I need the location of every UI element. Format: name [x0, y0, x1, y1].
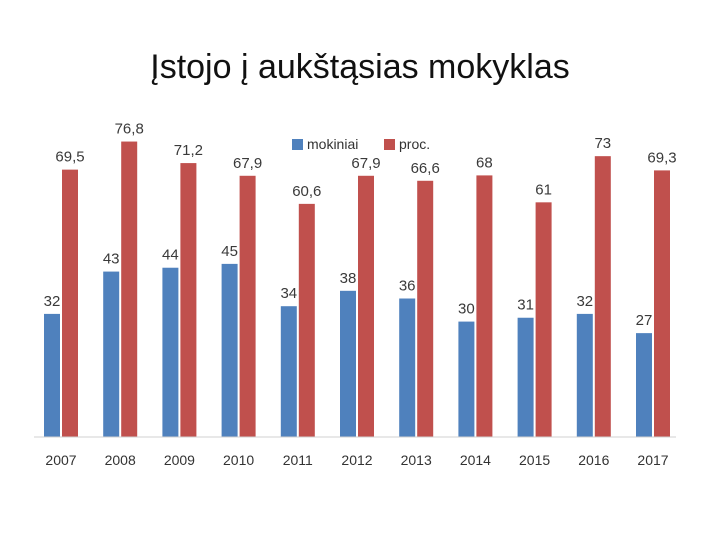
- data-label-proc-2012: 67,9: [351, 155, 380, 172]
- legend-label-mokiniai: mokiniai: [307, 136, 358, 152]
- chart-title: Įstojo į aukštąsias mokyklas: [150, 48, 570, 86]
- bar-proc-2015: [535, 202, 552, 437]
- data-label-proc-2010: 67,9: [233, 155, 262, 172]
- x-axis-ticks: 2007 2008 2009 2010 2011 2012 2013 2014 2015 2016…: [45, 452, 668, 468]
- bar-proc-2011: [298, 203, 315, 437]
- legend: mokiniai proc.: [292, 136, 430, 152]
- bar-mokiniai-2016: [576, 313, 593, 437]
- bar-mokiniai-2013: [399, 298, 416, 437]
- bar-mokiniai-2015: [517, 317, 534, 437]
- bar-proc-2016: [594, 156, 611, 437]
- data-label-proc-2013: 66,6: [411, 160, 440, 177]
- bar-mokiniai-2009: [162, 267, 179, 437]
- bar-proc-2017: [654, 170, 670, 438]
- x-tick-label-2014: 2014: [460, 452, 491, 468]
- data-label-mokiniai-2009: 44: [162, 247, 179, 264]
- data-label-proc-2007: 69,5: [55, 149, 84, 166]
- x-tick-label-2007: 2007: [45, 452, 76, 468]
- data-label-mokiniai-2016: 32: [576, 293, 593, 310]
- data-label-mokiniai-2012: 38: [340, 270, 357, 287]
- data-label-proc-2015: 61: [535, 181, 552, 198]
- data-label-mokiniai-2017: 27: [636, 312, 653, 329]
- data-label-proc-2017: 69,3: [647, 149, 676, 166]
- bar-mokiniai-2007: [44, 313, 60, 437]
- bar-mokiniai-2014: [458, 321, 475, 437]
- data-label-proc-2014: 68: [476, 154, 493, 171]
- data-label-proc-2016: 73: [594, 135, 611, 152]
- bar-proc-2008: [121, 141, 138, 437]
- bar-proc-2010: [239, 175, 256, 437]
- bar-proc-2007: [62, 169, 78, 438]
- bar-mokiniai-2010: [221, 263, 238, 437]
- legend-swatch-mokiniai: [292, 139, 303, 150]
- x-tick-label-2011: 2011: [283, 452, 313, 468]
- x-tick-label-2012: 2012: [341, 452, 372, 468]
- bar-mokiniai-2008: [103, 271, 120, 437]
- x-tick-label-2017: 2017: [637, 452, 668, 468]
- bar-mokiniai-2011: [280, 306, 297, 437]
- legend-swatch-proc: [384, 139, 395, 150]
- x-tick-label-2009: 2009: [164, 452, 195, 468]
- data-label-proc-2008: 76,8: [115, 121, 144, 138]
- bar-proc-2013: [417, 180, 434, 437]
- data-label-mokiniai-2015: 31: [517, 297, 534, 314]
- data-label-mokiniai-2008: 43: [103, 251, 120, 268]
- data-label-proc-2009: 71,2: [174, 142, 203, 159]
- data-label-mokiniai-2010: 45: [221, 243, 238, 260]
- data-label-mokiniai-2013: 36: [399, 278, 416, 295]
- value-labels: 32 69,5 43 76,8 44 71,2 45 67,9 34 60,6 38 67,9 36 66…: [44, 121, 677, 330]
- bar-mokiniai-2017: [636, 333, 652, 437]
- data-label-proc-2011: 60,6: [292, 183, 321, 200]
- data-label-mokiniai-2011: 34: [280, 285, 297, 302]
- bars: [44, 141, 670, 438]
- bar-proc-2009: [180, 163, 197, 437]
- x-tick-label-2010: 2010: [223, 452, 254, 468]
- x-tick-label-2013: 2013: [401, 452, 432, 468]
- x-tick-label-2008: 2008: [105, 452, 136, 468]
- data-label-mokiniai-2007: 32: [44, 293, 61, 310]
- bar-mokiniai-2012: [340, 290, 356, 437]
- legend-label-proc: proc.: [399, 136, 430, 152]
- x-tick-label-2016: 2016: [578, 452, 609, 468]
- x-tick-label-2015: 2015: [519, 452, 550, 468]
- data-label-mokiniai-2014: 30: [458, 301, 475, 318]
- bar-proc-2012: [358, 175, 374, 437]
- bar-proc-2014: [476, 175, 493, 437]
